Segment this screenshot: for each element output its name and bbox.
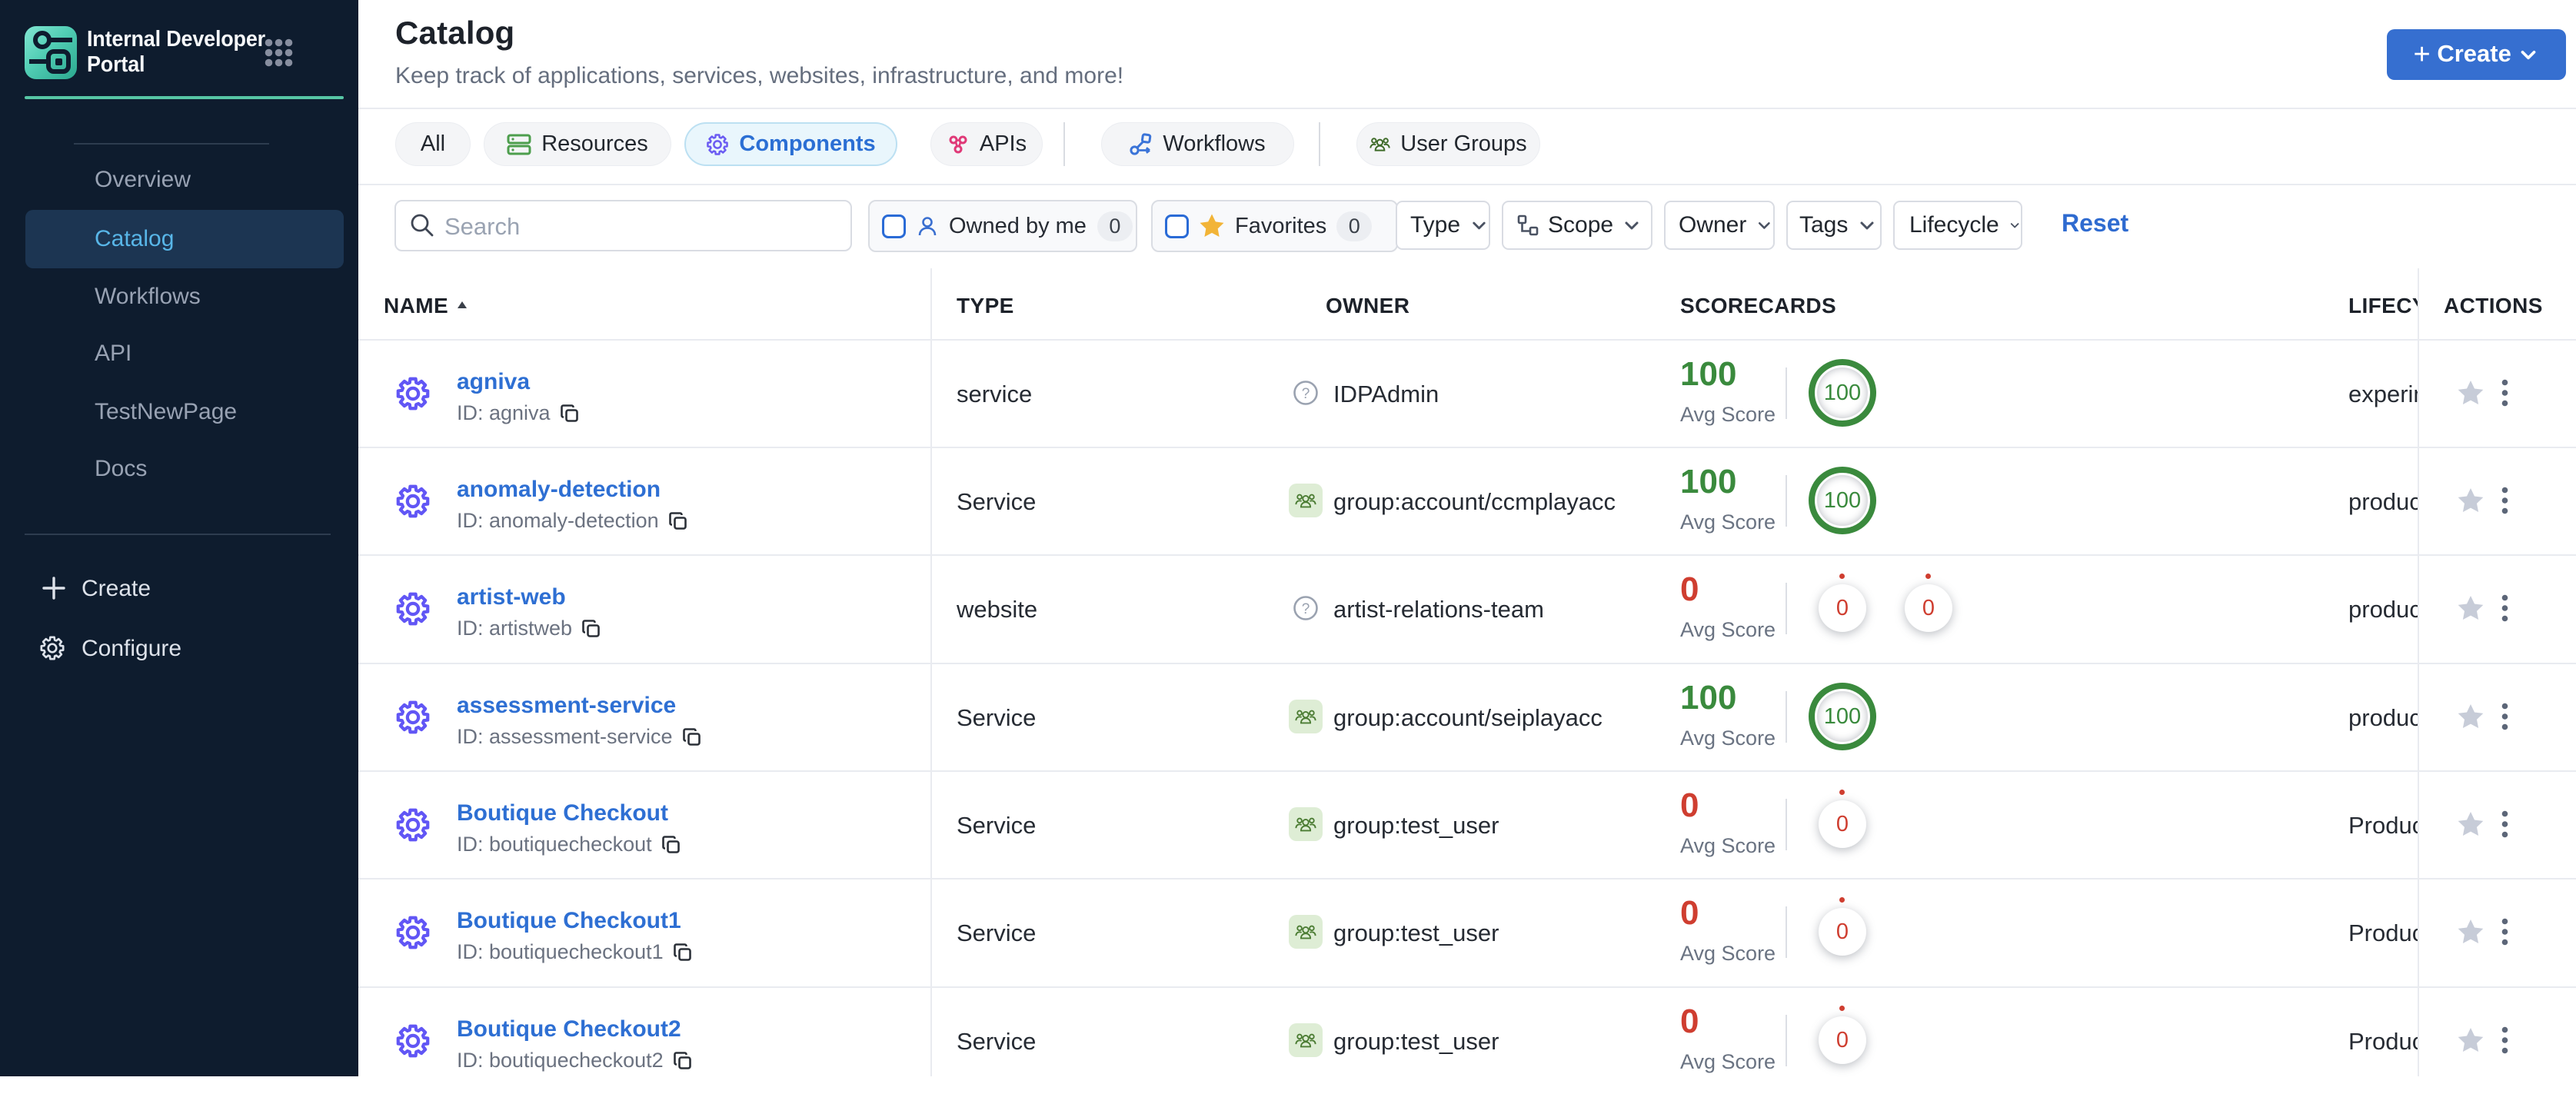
- svg-text:?: ?: [1302, 386, 1310, 402]
- svg-text:?: ?: [1302, 601, 1310, 617]
